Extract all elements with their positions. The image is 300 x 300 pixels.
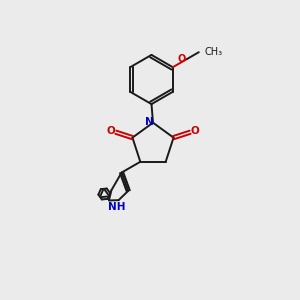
Text: O: O: [106, 126, 115, 136]
Text: CH₃: CH₃: [204, 47, 222, 57]
Text: NH: NH: [108, 202, 126, 212]
Text: N: N: [145, 117, 154, 127]
Text: O: O: [191, 126, 200, 136]
Text: O: O: [178, 54, 186, 64]
